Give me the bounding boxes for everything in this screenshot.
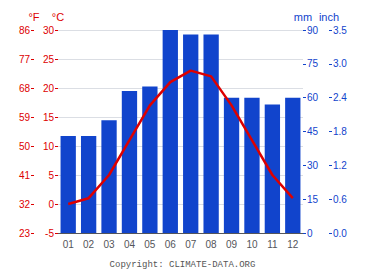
- svg-text:3.0: 3.0: [333, 58, 347, 69]
- svg-text:25: 25: [43, 54, 55, 65]
- svg-text:Copyright: CLIMATE-DATA.ORG: Copyright: CLIMATE-DATA.ORG: [110, 260, 256, 270]
- svg-text:41: 41: [19, 170, 31, 181]
- svg-text:50: 50: [19, 141, 31, 152]
- svg-text:12: 12: [287, 239, 299, 250]
- svg-text:°F: °F: [28, 11, 39, 23]
- svg-text:02: 02: [83, 239, 95, 250]
- svg-text:0.6: 0.6: [333, 194, 347, 205]
- svg-text:1.8: 1.8: [333, 126, 347, 137]
- svg-text:30: 30: [307, 160, 319, 171]
- svg-text:59: 59: [19, 112, 31, 123]
- svg-text:68: 68: [19, 83, 31, 94]
- svg-text:1.2: 1.2: [333, 160, 347, 171]
- svg-text:15: 15: [307, 194, 319, 205]
- svg-text:0: 0: [307, 228, 313, 239]
- svg-text:0: 0: [48, 199, 54, 210]
- svg-text:30: 30: [43, 25, 55, 36]
- svg-text:20: 20: [43, 83, 55, 94]
- svg-text:32: 32: [19, 199, 31, 210]
- svg-text:05: 05: [144, 239, 156, 250]
- svg-text:60: 60: [307, 92, 319, 103]
- svg-text:77: 77: [19, 54, 31, 65]
- svg-text:03: 03: [103, 239, 115, 250]
- svg-text:10: 10: [43, 141, 55, 152]
- svg-text:08: 08: [206, 239, 218, 250]
- svg-text:5: 5: [48, 170, 54, 181]
- svg-text:mm: mm: [294, 11, 312, 23]
- svg-text:15: 15: [43, 112, 55, 123]
- svg-text:inch: inch: [319, 11, 339, 23]
- svg-text:°C: °C: [52, 11, 64, 23]
- svg-text:45: 45: [307, 126, 319, 137]
- svg-text:23: 23: [19, 228, 31, 239]
- svg-text:3.5: 3.5: [333, 25, 347, 36]
- svg-text:09: 09: [226, 239, 238, 250]
- svg-text:01: 01: [63, 239, 75, 250]
- svg-text:04: 04: [124, 239, 136, 250]
- svg-text:75: 75: [307, 58, 319, 69]
- svg-text:0.0: 0.0: [333, 228, 347, 239]
- svg-text:11: 11: [267, 239, 278, 250]
- svg-text:10: 10: [246, 239, 258, 250]
- svg-text:86: 86: [19, 25, 31, 36]
- svg-text:07: 07: [185, 239, 197, 250]
- svg-text:90: 90: [307, 25, 319, 36]
- svg-text:2.4: 2.4: [333, 92, 347, 103]
- svg-text:-5: -5: [45, 228, 54, 239]
- svg-text:06: 06: [165, 239, 177, 250]
